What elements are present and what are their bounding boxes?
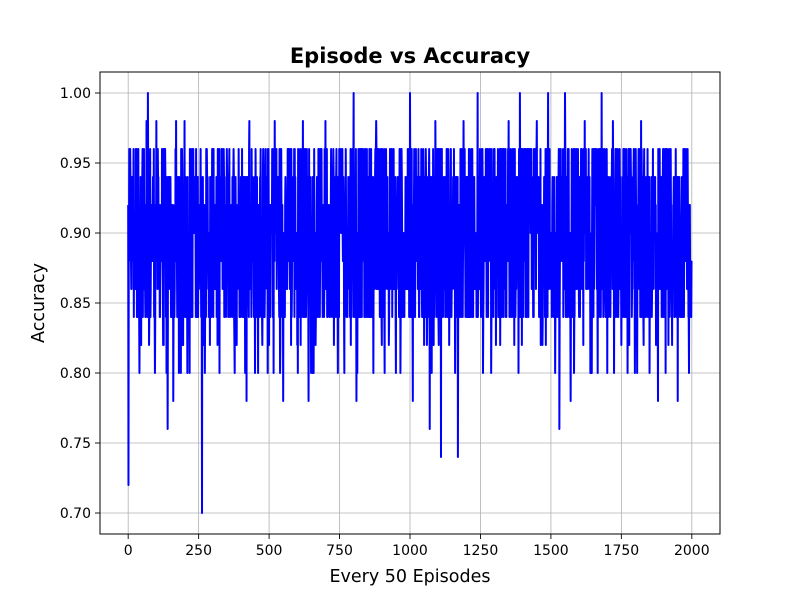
y-tick-label: 0.80 xyxy=(60,366,91,382)
series-line-accuracy xyxy=(127,92,693,514)
chart-title: Episode vs Accuracy xyxy=(290,44,531,68)
y-tick-label: 0.75 xyxy=(60,436,91,452)
y-tick-label: 1.00 xyxy=(60,86,91,102)
x-tick-label: 1000 xyxy=(392,543,428,559)
x-axis-label: Every 50 Episodes xyxy=(330,567,491,587)
x-axis-ticks: 0 250 500 750 1000 1250 1500 1750 2000 xyxy=(124,534,710,559)
y-tick-label: 0.70 xyxy=(60,506,91,522)
x-tick-label: 1250 xyxy=(463,543,499,559)
plot-area xyxy=(127,92,693,514)
x-tick-label: 2000 xyxy=(674,543,710,559)
x-tick-label: 0 xyxy=(124,543,133,559)
x-tick-label: 1750 xyxy=(604,543,640,559)
x-tick-label: 1500 xyxy=(533,543,569,559)
y-tick-label: 0.85 xyxy=(60,296,91,312)
y-axis-label: Accuracy xyxy=(29,263,49,343)
y-axis-ticks: 0.70 0.75 0.80 0.85 0.90 0.95 1.00 xyxy=(60,86,100,522)
x-tick-label: 250 xyxy=(185,543,212,559)
y-tick-label: 0.90 xyxy=(60,226,91,242)
x-tick-label: 500 xyxy=(256,543,283,559)
x-tick-label: 750 xyxy=(326,543,353,559)
y-tick-label: 0.95 xyxy=(60,156,91,172)
